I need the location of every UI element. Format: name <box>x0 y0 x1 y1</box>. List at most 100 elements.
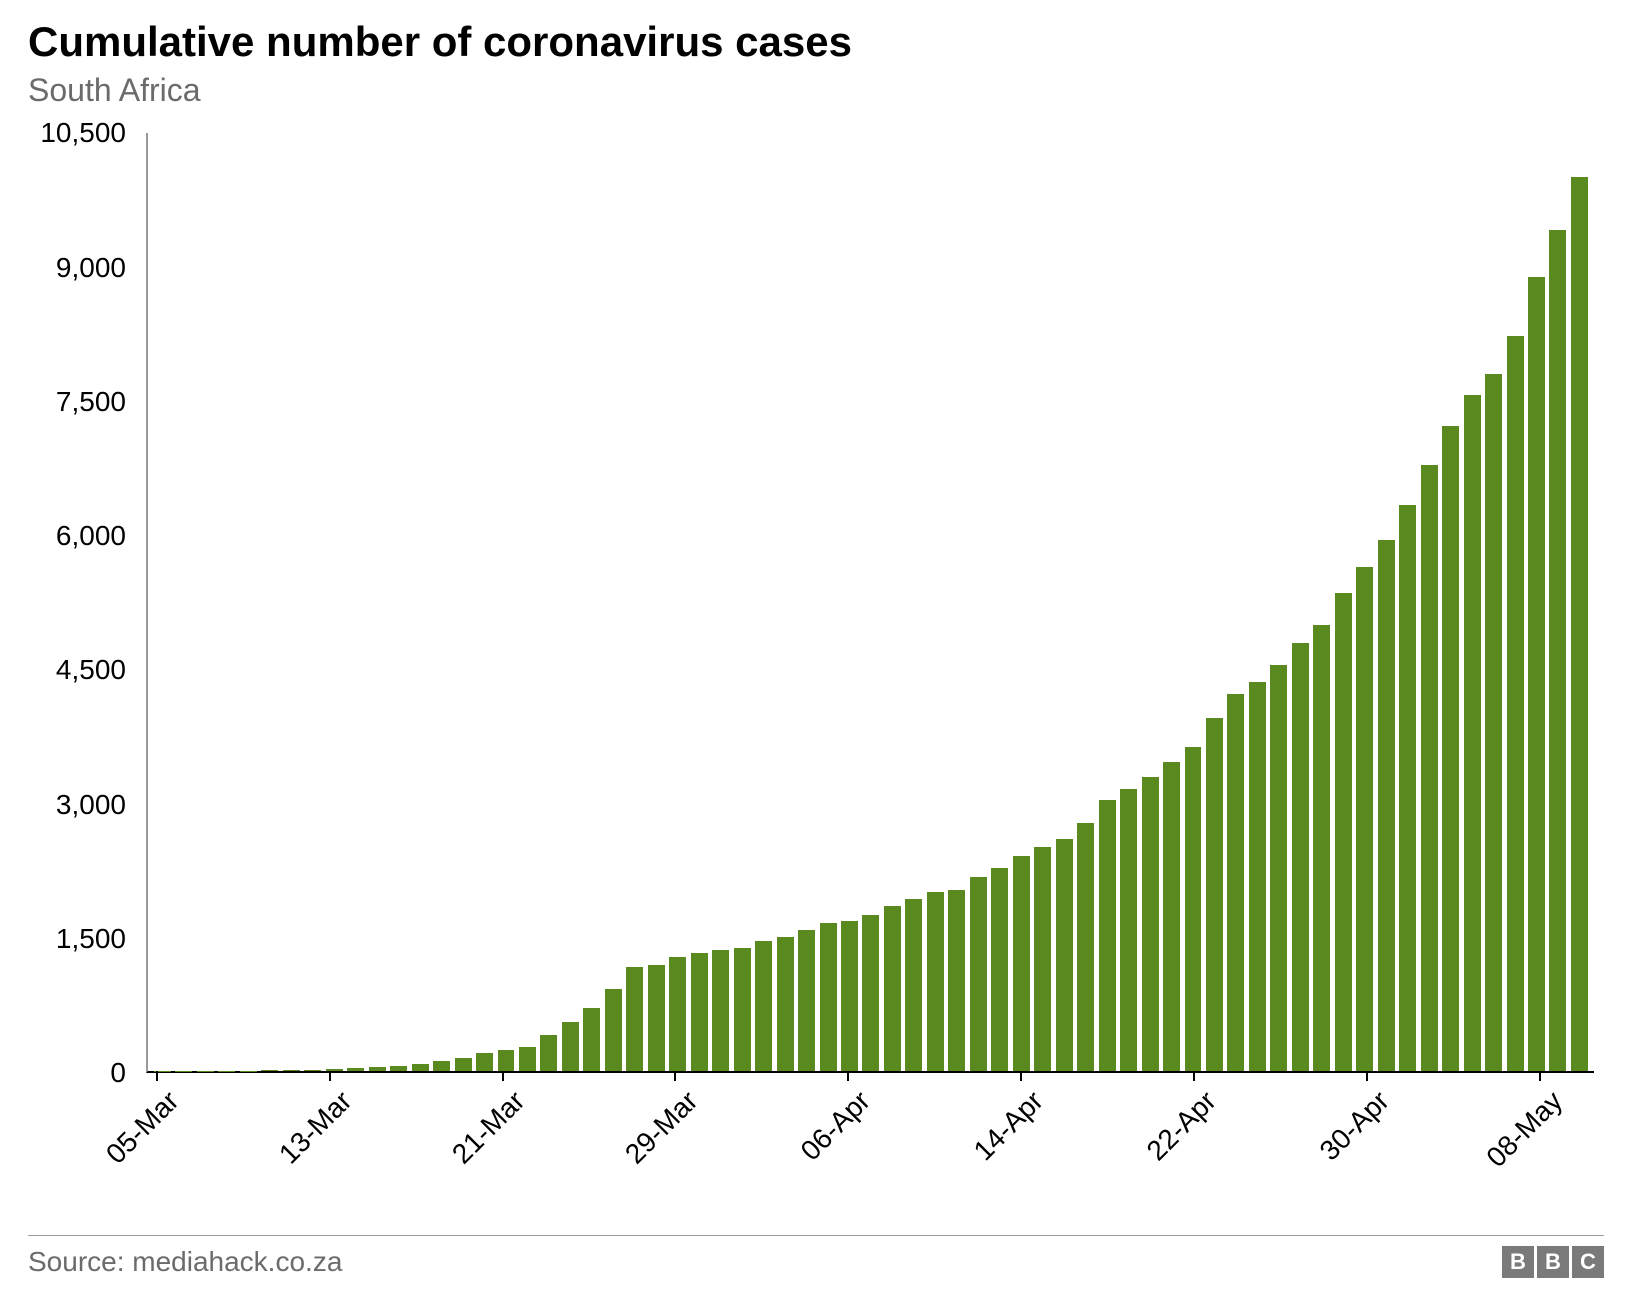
bar <box>734 948 751 1071</box>
bar <box>562 1022 579 1071</box>
chart-container: 01,5003,0004,5006,0007,5009,00010,500 05… <box>28 133 1604 1193</box>
y-tick-label: 6,000 <box>56 520 126 552</box>
bar <box>1013 856 1030 1072</box>
bar <box>1163 762 1180 1072</box>
x-tick <box>1193 1071 1195 1081</box>
bar <box>1034 847 1051 1071</box>
bar <box>1335 593 1352 1071</box>
bar <box>304 1070 321 1072</box>
bar <box>605 989 622 1072</box>
x-tick <box>847 1071 849 1081</box>
bar <box>1356 567 1373 1071</box>
x-tick-label: 21-Mar <box>446 1085 531 1170</box>
bar <box>1571 177 1588 1071</box>
bar <box>1442 426 1459 1071</box>
x-tick <box>502 1071 504 1081</box>
bar <box>691 953 708 1071</box>
y-tick-label: 0 <box>110 1057 126 1089</box>
bar <box>1206 718 1223 1071</box>
bar <box>1249 682 1266 1072</box>
x-tick-label: 13-Mar <box>273 1085 358 1170</box>
y-tick-label: 1,500 <box>56 923 126 955</box>
bar <box>412 1064 429 1072</box>
bar <box>777 937 794 1071</box>
bar <box>240 1071 257 1072</box>
bar <box>583 1008 600 1071</box>
bar <box>1485 374 1502 1072</box>
bar <box>369 1067 386 1072</box>
source-label: Source: mediahack.co.za <box>28 1246 342 1278</box>
bar <box>755 941 772 1072</box>
bar <box>390 1066 407 1072</box>
bar <box>1270 665 1287 1071</box>
bar <box>970 877 987 1071</box>
bar <box>1464 395 1481 1071</box>
x-axis: 05-Mar13-Mar21-Mar29-Mar06-Apr14-Apr22-A… <box>146 1073 1594 1193</box>
bar <box>927 892 944 1071</box>
logo-letter: B <box>1537 1246 1569 1278</box>
y-axis: 01,5003,0004,5006,0007,5009,00010,500 <box>28 133 138 1073</box>
bar <box>841 921 858 1072</box>
bar <box>669 957 686 1071</box>
bar <box>261 1070 278 1071</box>
bar <box>1399 505 1416 1071</box>
chart-title: Cumulative number of coronavirus cases <box>28 18 1604 66</box>
y-tick-label: 3,000 <box>56 789 126 821</box>
bar <box>884 906 901 1071</box>
bar <box>1185 747 1202 1072</box>
bar <box>1077 823 1094 1072</box>
bar <box>433 1061 450 1071</box>
x-tick-label: 22-Apr <box>1141 1085 1223 1167</box>
bar <box>519 1047 536 1071</box>
bar <box>1378 540 1395 1072</box>
logo-letter: C <box>1572 1246 1604 1278</box>
bar <box>1292 643 1309 1071</box>
bar <box>1227 694 1244 1071</box>
bar <box>798 930 815 1072</box>
bar <box>1142 777 1159 1072</box>
bar <box>1120 789 1137 1071</box>
chart-subtitle: South Africa <box>28 72 1604 109</box>
bar <box>1528 277 1545 1072</box>
bar <box>540 1035 557 1071</box>
bbc-logo: BBC <box>1502 1246 1604 1278</box>
bar <box>991 868 1008 1071</box>
bar <box>712 950 729 1071</box>
x-tick <box>1539 1071 1541 1081</box>
bar <box>626 967 643 1072</box>
y-tick-label: 7,500 <box>56 386 126 418</box>
y-tick-label: 10,500 <box>40 117 126 149</box>
bar <box>283 1070 300 1071</box>
chart-footer: Source: mediahack.co.za BBC <box>28 1235 1604 1278</box>
bar <box>455 1058 472 1071</box>
x-tick-label: 05-Mar <box>100 1085 185 1170</box>
x-tick <box>674 1071 676 1081</box>
x-tick <box>156 1071 158 1081</box>
y-tick-label: 9,000 <box>56 252 126 284</box>
bar <box>905 899 922 1072</box>
x-tick-label: 29-Mar <box>619 1085 704 1170</box>
plot-area <box>146 133 1594 1073</box>
bar <box>1313 625 1330 1071</box>
bar <box>1507 336 1524 1071</box>
x-tick-label: 06-Apr <box>795 1085 877 1167</box>
bar <box>1421 465 1438 1071</box>
bar <box>1099 800 1116 1071</box>
bar <box>862 915 879 1071</box>
bar <box>820 923 837 1071</box>
bar <box>948 890 965 1071</box>
x-tick-label: 08-May <box>1480 1085 1569 1174</box>
bar <box>498 1050 515 1071</box>
bar <box>648 965 665 1071</box>
bar <box>476 1053 493 1071</box>
x-tick <box>1020 1071 1022 1081</box>
bar <box>1056 839 1073 1072</box>
bars-group <box>154 133 1588 1071</box>
logo-letter: B <box>1502 1246 1534 1278</box>
x-tick <box>1366 1071 1368 1081</box>
x-tick-label: 14-Apr <box>968 1085 1050 1167</box>
bar <box>1549 230 1566 1072</box>
bar <box>347 1068 364 1071</box>
x-tick <box>329 1071 331 1081</box>
x-tick-label: 30-Apr <box>1314 1085 1396 1167</box>
